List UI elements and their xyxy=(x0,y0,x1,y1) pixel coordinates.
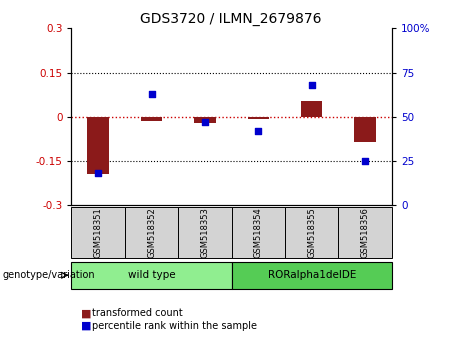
Text: ■: ■ xyxy=(81,321,91,331)
Text: ■: ■ xyxy=(81,308,91,318)
Bar xyxy=(194,117,216,123)
Text: percentile rank within the sample: percentile rank within the sample xyxy=(92,321,257,331)
Point xyxy=(361,158,369,164)
Point xyxy=(308,82,315,88)
Text: GSM518352: GSM518352 xyxy=(147,207,156,258)
Bar xyxy=(141,117,162,121)
Bar xyxy=(355,117,376,142)
Bar xyxy=(88,117,109,175)
Text: GSM518354: GSM518354 xyxy=(254,207,263,258)
Bar xyxy=(248,117,269,119)
Text: genotype/variation: genotype/variation xyxy=(2,270,95,280)
Text: GSM518351: GSM518351 xyxy=(94,207,103,258)
Text: wild type: wild type xyxy=(128,270,175,280)
Point xyxy=(201,119,209,125)
Point xyxy=(148,91,155,97)
Text: RORalpha1delDE: RORalpha1delDE xyxy=(267,270,356,280)
Bar xyxy=(301,101,322,117)
Text: GDS3720 / ILMN_2679876: GDS3720 / ILMN_2679876 xyxy=(140,12,321,27)
Text: GSM518355: GSM518355 xyxy=(307,207,316,258)
Point xyxy=(254,128,262,134)
Text: GSM518353: GSM518353 xyxy=(201,207,209,258)
Text: GSM518356: GSM518356 xyxy=(361,207,370,258)
Point xyxy=(95,171,102,176)
Text: transformed count: transformed count xyxy=(92,308,183,318)
